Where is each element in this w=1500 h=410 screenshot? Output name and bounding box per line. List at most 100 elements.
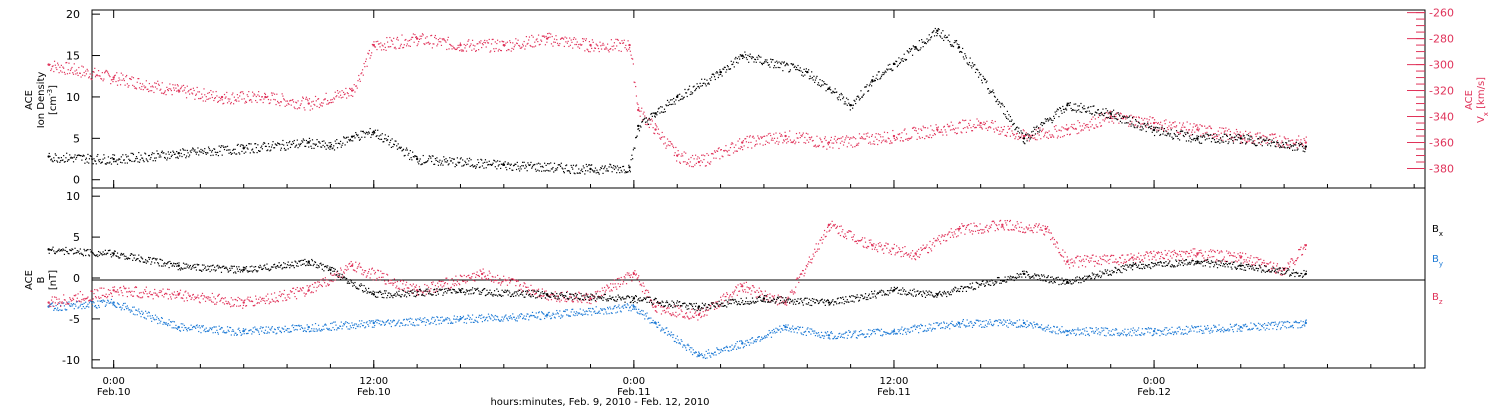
- series-by-sample: [623, 304, 625, 306]
- series-by-sample: [766, 336, 768, 338]
- series-vx-sample: [215, 90, 217, 93]
- series-density-sample: [1048, 119, 1050, 121]
- series-vx-sample: [960, 131, 962, 133]
- series-density-sample: [625, 170, 627, 173]
- series-density-sample: [173, 151, 175, 153]
- series-by-sample: [982, 326, 984, 328]
- series-vx-sample: [1021, 137, 1024, 139]
- series-by-sample: [955, 325, 957, 327]
- series-vx-sample: [142, 89, 144, 91]
- series-by-sample: [74, 303, 76, 305]
- series-vx-sample: [499, 41, 501, 43]
- series-density-sample: [767, 61, 769, 64]
- series-vx-sample: [70, 68, 72, 70]
- series-density-sample: [91, 158, 94, 160]
- series-density-sample: [1197, 139, 1199, 141]
- series-density-sample: [180, 152, 182, 155]
- series-vx-sample: [1234, 138, 1236, 141]
- series-vx-sample: [138, 77, 140, 80]
- series-vx-sample: [908, 138, 911, 140]
- series-density-sample: [886, 68, 888, 70]
- series-by-sample: [211, 327, 213, 329]
- series-by-sample: [588, 310, 590, 312]
- series-vx-sample: [859, 137, 861, 139]
- series-vx-sample: [776, 137, 779, 139]
- series-density-sample: [188, 154, 191, 156]
- series-density-sample: [493, 160, 496, 162]
- series-by-sample: [1031, 323, 1033, 325]
- series-vx-sample: [1215, 135, 1217, 138]
- series-vx-sample: [501, 40, 503, 42]
- series-density-sample: [406, 149, 408, 151]
- series-by-sample: [285, 329, 287, 331]
- series-vx-sample: [560, 37, 562, 40]
- series-by-sample: [813, 332, 815, 334]
- series-vx-sample: [123, 79, 125, 82]
- series-density-sample: [1020, 130, 1022, 132]
- series-by-sample: [489, 317, 491, 319]
- series-vx-sample: [439, 37, 441, 40]
- series-density-sample: [56, 161, 59, 163]
- series-density-sample: [571, 166, 573, 169]
- series-density-sample: [594, 170, 596, 172]
- series-density-sample: [358, 136, 360, 139]
- series-density-sample: [1062, 108, 1065, 111]
- series-density-sample: [1154, 127, 1156, 129]
- series-density-sample: [1009, 120, 1011, 122]
- series-density-sample: [739, 54, 741, 56]
- series-density-sample: [265, 145, 267, 148]
- series-vx-sample: [650, 123, 652, 125]
- series-density-sample: [842, 97, 844, 100]
- series-by-sample: [958, 324, 961, 326]
- series-density-sample: [396, 145, 398, 147]
- series-density-sample: [665, 104, 667, 106]
- series-density-sample: [72, 161, 75, 163]
- series-vx-sample: [1274, 133, 1276, 135]
- series-vx-sample: [383, 48, 385, 51]
- series-by-sample: [572, 314, 575, 316]
- series-by-sample: [217, 331, 219, 334]
- series-by-sample: [97, 300, 99, 302]
- series-vx-sample: [626, 50, 628, 52]
- series-by-sample: [101, 301, 103, 303]
- series-density-sample: [791, 63, 793, 65]
- series-vx-sample: [360, 73, 362, 75]
- series-vx-sample: [324, 98, 326, 100]
- series-density-sample: [1182, 134, 1184, 137]
- series-density-sample: [677, 94, 679, 96]
- series-vx-sample: [1102, 119, 1104, 121]
- series-density-sample: [371, 134, 373, 136]
- series-density-sample: [382, 141, 384, 143]
- series-vx-sample: [541, 35, 543, 37]
- series-vx-sample: [967, 127, 969, 129]
- series-density-sample: [1010, 120, 1012, 122]
- series-vx-sample: [734, 150, 736, 152]
- series-density-sample: [308, 137, 311, 140]
- series-vx-sample: [298, 107, 301, 109]
- series-density-sample: [892, 63, 895, 66]
- series-density-sample: [905, 59, 907, 61]
- series-by-sample: [912, 325, 914, 327]
- series-by-sample: [427, 320, 430, 322]
- series-vx-sample: [1087, 123, 1089, 126]
- series-vx-sample: [661, 131, 663, 134]
- series-density-sample: [123, 159, 125, 161]
- series-by-sample: [765, 335, 767, 337]
- series-by-sample: [456, 316, 458, 318]
- series-density-sample: [410, 157, 412, 159]
- series-vx-sample: [112, 81, 114, 83]
- series-by-sample: [503, 316, 506, 318]
- series-by-sample: [141, 310, 143, 312]
- series-by-sample: [500, 319, 502, 321]
- series-vx-sample: [1015, 133, 1018, 135]
- series-density-sample: [381, 133, 383, 135]
- series-vx-sample: [578, 43, 580, 46]
- series-by-sample: [790, 331, 792, 333]
- series-vx-sample: [704, 155, 706, 157]
- series-by-sample: [1069, 332, 1071, 334]
- series-vx-sample: [212, 91, 214, 93]
- top-right-ytick-label: -260: [1429, 7, 1454, 20]
- series-density-sample: [1129, 120, 1131, 122]
- series-density-sample: [218, 145, 220, 147]
